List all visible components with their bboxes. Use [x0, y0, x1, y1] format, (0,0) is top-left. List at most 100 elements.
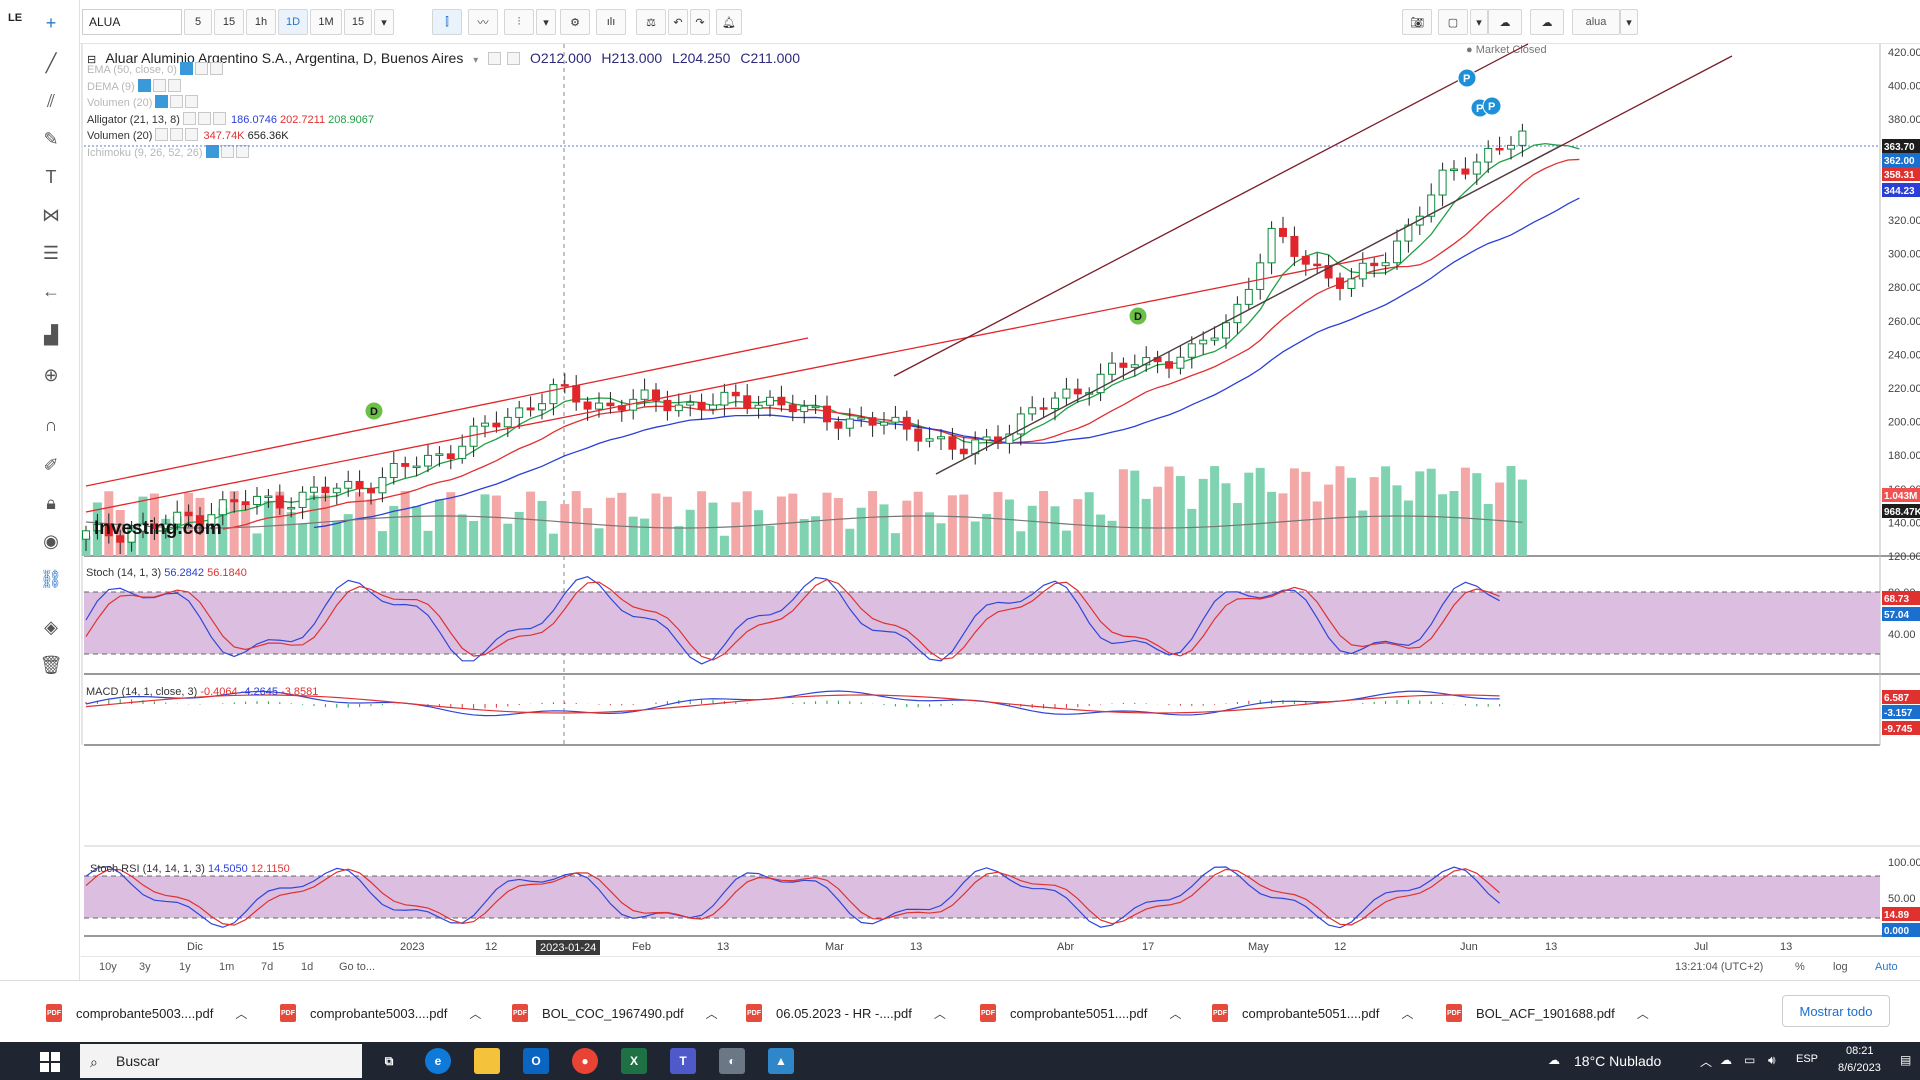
download-item[interactable]: PDF comprobante5003....pdf ︿: [46, 1001, 247, 1025]
download-item[interactable]: PDF BOL_COC_1967490.pdf ︿: [512, 1001, 718, 1025]
interval-15-custom[interactable]: 15: [344, 9, 372, 35]
chevron-up-icon[interactable]: ︿: [705, 1006, 718, 1021]
chevron-up-icon[interactable]: ︿: [235, 1006, 248, 1021]
volume-icon[interactable]: 🔊︎: [1768, 1053, 1776, 1067]
eye-icon[interactable]: ◉: [43, 530, 59, 551]
indicator-toggle-icon[interactable]: [220, 144, 234, 158]
settings-gear-icon[interactable]: ⚙: [560, 9, 590, 35]
interval-1h[interactable]: 1h: [246, 9, 276, 35]
chrome-icon[interactable]: ●: [572, 1048, 598, 1074]
show-all-button[interactable]: Mostrar todo: [1782, 995, 1890, 1027]
chevron-up-icon[interactable]: ︿: [1636, 1006, 1649, 1021]
download-item[interactable]: PDF comprobante5051....pdf ︿: [1212, 1001, 1413, 1025]
network-icon[interactable]: ▭: [1744, 1053, 1756, 1067]
tray-chevron-icon[interactable]: ︿: [1700, 1055, 1713, 1069]
app-icon[interactable]: ◐: [719, 1048, 745, 1074]
percent-toggle[interactable]: %: [1795, 961, 1805, 973]
download-item[interactable]: PDF comprobante5003....pdf ︿: [280, 1001, 481, 1025]
alert-bell-icon[interactable]: 🔔︎: [716, 9, 742, 35]
channel-tool-icon[interactable]: ⫽: [46, 90, 56, 111]
interval-1m[interactable]: 1M: [310, 9, 342, 35]
cloud-load-icon[interactable]: ☁: [1488, 9, 1522, 35]
range-1d[interactable]: 1d: [301, 961, 314, 973]
go-to-button[interactable]: Go to...: [339, 961, 376, 973]
task-view-icon[interactable]: ⧉: [384, 1053, 394, 1068]
indicator-toggle-icon[interactable]: [167, 78, 181, 92]
price-chart[interactable]: 420.00400.00380.00360.00340.00320.00300.…: [0, 0, 1920, 960]
indicator-toggle-icon[interactable]: [137, 78, 151, 92]
indicator-toggle-icon[interactable]: [179, 62, 193, 75]
balance-icon[interactable]: ⚖: [636, 9, 666, 35]
crosshair-tool-icon[interactable]: +: [45, 12, 57, 33]
interval-1d[interactable]: 1D: [278, 9, 308, 35]
compare-icon[interactable]: ⫶: [504, 9, 534, 35]
indicator-toggle-icon[interactable]: [155, 95, 169, 108]
indicator-toggle-icon[interactable]: [213, 111, 226, 125]
indicator-toggle-icon[interactable]: [155, 128, 169, 141]
tray-cloud-icon[interactable]: ☁: [1720, 1053, 1732, 1067]
indicator-toggle-icon[interactable]: [185, 128, 199, 141]
indicator-row[interactable]: Volumen (20): [87, 95, 374, 112]
line-chart-icon[interactable]: 〰: [468, 9, 498, 35]
indicator-toggle-icon[interactable]: [209, 62, 223, 75]
indicator-toggle-icon[interactable]: [152, 78, 166, 92]
magnet-icon[interactable]: ∩: [44, 414, 58, 435]
download-item[interactable]: PDF 06.05.2023 - HR -....pdf ︿: [746, 1001, 946, 1025]
ruler-tool-icon[interactable]: ▟: [44, 324, 58, 345]
indicator-toggle-icon[interactable]: [198, 111, 211, 125]
edge-browser-icon[interactable]: e: [425, 1048, 451, 1074]
range-10y[interactable]: 10y: [99, 961, 117, 973]
indicator-toggle-icon[interactable]: [205, 144, 219, 158]
windows-start-icon[interactable]: [40, 1052, 60, 1072]
clock-time[interactable]: 08:21: [1846, 1045, 1874, 1057]
indicator-toggle-icon[interactable]: [235, 144, 249, 158]
chart-type-dropdown-icon[interactable]: ▾: [536, 9, 556, 35]
auto-toggle[interactable]: Auto: [1875, 961, 1898, 973]
indicator-toggle-icon[interactable]: [194, 62, 208, 75]
range-3y[interactable]: 3y: [139, 961, 151, 973]
indicator-row[interactable]: Ichimoku (9, 26, 52, 26): [87, 144, 374, 162]
photos-icon[interactable]: ▲: [768, 1048, 794, 1074]
camera-icon[interactable]: 📷︎: [1402, 9, 1432, 35]
indicators-icon[interactable]: ılı: [596, 9, 626, 35]
lock-icon[interactable]: 🔒︎: [46, 492, 56, 513]
redo-icon[interactable]: ↷: [690, 9, 710, 35]
download-item[interactable]: PDF BOL_ACF_1901688.pdf ︿: [1446, 1001, 1649, 1025]
weather-readout[interactable]: 18°C Nublado: [1574, 1053, 1662, 1069]
range-1m[interactable]: 1m: [219, 961, 235, 973]
interval-5[interactable]: 5: [184, 9, 212, 35]
indicator-toggle-icon[interactable]: [170, 128, 184, 141]
indicator-toggle-icon[interactable]: [185, 95, 199, 108]
interval-15[interactable]: 15: [214, 9, 244, 35]
pattern-tool-icon[interactable]: ⋈: [42, 204, 60, 225]
symbol-input[interactable]: ALUA: [82, 9, 182, 35]
edit-pencil-icon[interactable]: ✐: [43, 454, 59, 475]
title-dropdown-icon[interactable]: ▾: [473, 55, 479, 66]
settings-toggle-icon[interactable]: [507, 52, 521, 65]
language-indicator[interactable]: ESP: [1796, 1053, 1819, 1065]
download-item[interactable]: PDF comprobante5051....pdf ︿: [980, 1001, 1181, 1025]
indicator-row[interactable]: Volumen (20) 347.74K 656.36K: [87, 128, 374, 145]
indicator-row[interactable]: Alligator (21, 13, 8) 186.0746 202.7211 …: [87, 111, 374, 129]
layers-icon[interactable]: ◈: [44, 616, 58, 637]
clock-date[interactable]: 8/6/2023: [1838, 1062, 1881, 1074]
interval-dropdown-icon[interactable]: ▾: [374, 9, 394, 35]
notifications-icon[interactable]: ▤: [1900, 1053, 1912, 1067]
range-7d[interactable]: 7d: [261, 961, 274, 973]
outlook-icon[interactable]: O: [523, 1048, 549, 1074]
line-tool-icon[interactable]: ╱: [45, 52, 57, 73]
weather-icon[interactable]: ☁: [1548, 1053, 1560, 1067]
chevron-up-icon[interactable]: ︿: [933, 1006, 946, 1021]
chevron-up-icon[interactable]: ︿: [1401, 1006, 1414, 1021]
text-tool-icon[interactable]: T: [45, 166, 57, 187]
teams-icon[interactable]: T: [670, 1048, 696, 1074]
link-icon[interactable]: ⛓: [39, 568, 63, 589]
excel-icon[interactable]: X: [621, 1048, 647, 1074]
cloud-save-icon[interactable]: ☁: [1530, 9, 1564, 35]
user-dropdown-icon[interactable]: ▾: [1620, 9, 1638, 35]
range-1y[interactable]: 1y: [179, 961, 191, 973]
layout-dropdown-icon[interactable]: ▾: [1470, 9, 1488, 35]
indicator-row[interactable]: DEMA (9): [87, 78, 374, 96]
undo-icon[interactable]: ↶: [668, 9, 688, 35]
log-toggle[interactable]: log: [1833, 961, 1848, 973]
